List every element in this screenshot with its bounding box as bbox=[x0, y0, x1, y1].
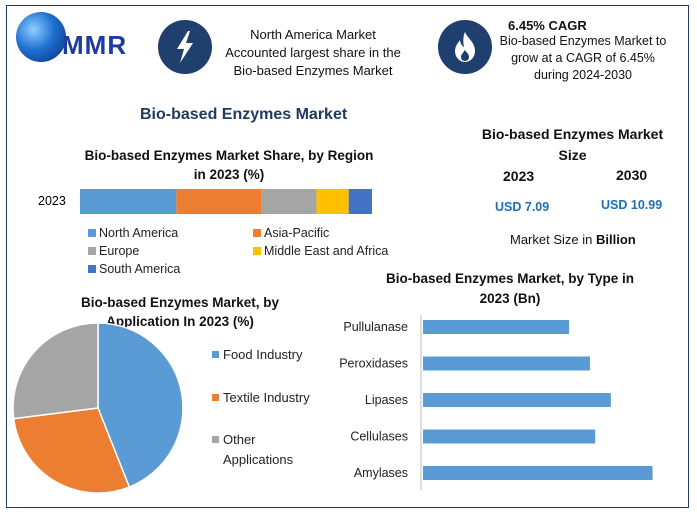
market-size-title-line-2: Size bbox=[558, 147, 587, 163]
legend-label-middle-east-and-africa: Middle East and Africa bbox=[264, 244, 388, 258]
application-chart-title-line-1: Bio-based Enzymes Market, by bbox=[80, 295, 280, 310]
region-note-line-3: Bio-based Enzymes Market bbox=[233, 63, 393, 78]
pie-legend-label-textile-industry: Textile Industry bbox=[223, 390, 310, 405]
type-label-amylases: Amylases bbox=[354, 466, 408, 480]
pie-legend-label-line-2: Applications bbox=[223, 452, 294, 467]
year-2023-label: 2023 bbox=[503, 168, 535, 184]
pie-legend-label-other-applications: Other Applications bbox=[223, 432, 294, 467]
application-chart-title-line-2: Application In 2023 (%) bbox=[106, 314, 254, 329]
region-bar-segment-north-america bbox=[80, 189, 177, 214]
pie-slice-other-applications bbox=[12, 322, 99, 420]
pie-slice-textile-industry bbox=[12, 407, 131, 494]
cagr-title: 6.45% CAGR bbox=[508, 18, 587, 33]
cagr-note-line-2: grow at a CAGR of 6.45% bbox=[511, 51, 655, 65]
type-chart-title-line-2: 2023 (Bn) bbox=[479, 291, 541, 306]
legend-swatch-europe bbox=[88, 247, 96, 255]
region-category-label: 2023 bbox=[38, 194, 66, 208]
main-title: Bio-based Enzymes Market bbox=[140, 106, 348, 123]
type-bar-lipases bbox=[423, 393, 611, 407]
cagr-note-line-1: Bio-based Enzymes Market to bbox=[499, 34, 667, 48]
region-bar-segment-asia-pacific bbox=[176, 189, 262, 214]
type-chart-title-line-1: Bio-based Enzymes Market, by Type in bbox=[385, 271, 635, 286]
cagr-block: 6.45% CAGR Bio-based Enzymes Market to g… bbox=[498, 18, 668, 84]
infographic-frame bbox=[6, 5, 689, 508]
type-label-cellulases: Cellulases bbox=[350, 430, 408, 444]
region-chart-title-line-1: Bio-based Enzymes Market Share, by Regio… bbox=[84, 148, 374, 163]
logo-text: MMR bbox=[62, 30, 128, 60]
legend-label-europe: Europe bbox=[99, 244, 139, 258]
region-note-line-1: North America Market bbox=[250, 27, 376, 42]
pie-legend-swatch-other-applications bbox=[212, 436, 219, 443]
market-size-caption: Market Size in Billion bbox=[510, 232, 636, 247]
type-label-pullulanase: Pullulanase bbox=[343, 320, 408, 334]
region-chart-title: Bio-based Enzymes Market Share, by Regio… bbox=[70, 146, 388, 184]
year-2030-label: 2030 bbox=[616, 167, 648, 183]
type-bar-amylases bbox=[423, 466, 653, 480]
pie-slice-food-industry bbox=[97, 322, 184, 489]
region-note-line-2: Accounted largest share in the bbox=[225, 45, 401, 60]
globe-logo-icon bbox=[16, 12, 66, 62]
type-bar-cellulases bbox=[423, 429, 596, 444]
region-chart-title-line-2: in 2023 (%) bbox=[193, 167, 265, 182]
type-label-peroxidases: Peroxidases bbox=[339, 357, 408, 371]
type-label-lipases: Lipases bbox=[365, 393, 408, 407]
legend-label-south-america: South America bbox=[99, 262, 180, 276]
cagr-note-line-3: during 2024-2030 bbox=[534, 68, 632, 82]
cagr-note: Bio-based Enzymes Market to grow at a CA… bbox=[498, 33, 668, 84]
region-bar-segment-middle-east-and-africa bbox=[316, 189, 349, 214]
flame-icon bbox=[438, 20, 492, 74]
market-size-title-line-1: Bio-based Enzymes Market bbox=[481, 126, 664, 142]
region-note: North America Market Accounted largest s… bbox=[218, 26, 408, 80]
region-bar-segment-south-america bbox=[348, 189, 372, 214]
legend-swatch-north-america bbox=[88, 229, 96, 237]
type-chart-title: Bio-based Enzymes Market, by Type in 202… bbox=[370, 269, 650, 309]
value-2023: USD 7.09 bbox=[495, 200, 550, 214]
pie-legend-label-line-1: Other bbox=[223, 432, 256, 447]
lightning-icon bbox=[158, 20, 212, 74]
pie-legend-label-food-industry: Food Industry bbox=[223, 347, 303, 362]
market-size-title: Bio-based Enzymes Market Size bbox=[470, 124, 675, 166]
market-size-caption-unit: Billion bbox=[595, 232, 636, 247]
pie-legend-swatch-textile-industry bbox=[212, 394, 219, 401]
type-bar-peroxidases bbox=[423, 356, 590, 371]
legend-swatch-asia-pacific bbox=[253, 229, 261, 237]
type-bar-pullulanase bbox=[423, 320, 570, 334]
legend-swatch-middle-east-and-africa bbox=[253, 247, 261, 255]
value-2030: USD 10.99 bbox=[601, 198, 663, 212]
application-chart-title: Bio-based Enzymes Market, by Application… bbox=[60, 293, 300, 331]
pie-legend-swatch-food-industry bbox=[212, 351, 219, 358]
legend-label-north-america: North America bbox=[99, 226, 178, 240]
legend-label-asia-pacific: Asia-Pacific bbox=[264, 226, 329, 240]
market-size-caption-prefix: Market Size in bbox=[510, 232, 596, 247]
legend-swatch-south-america bbox=[88, 265, 96, 273]
region-bar-segment-europe bbox=[261, 189, 317, 214]
